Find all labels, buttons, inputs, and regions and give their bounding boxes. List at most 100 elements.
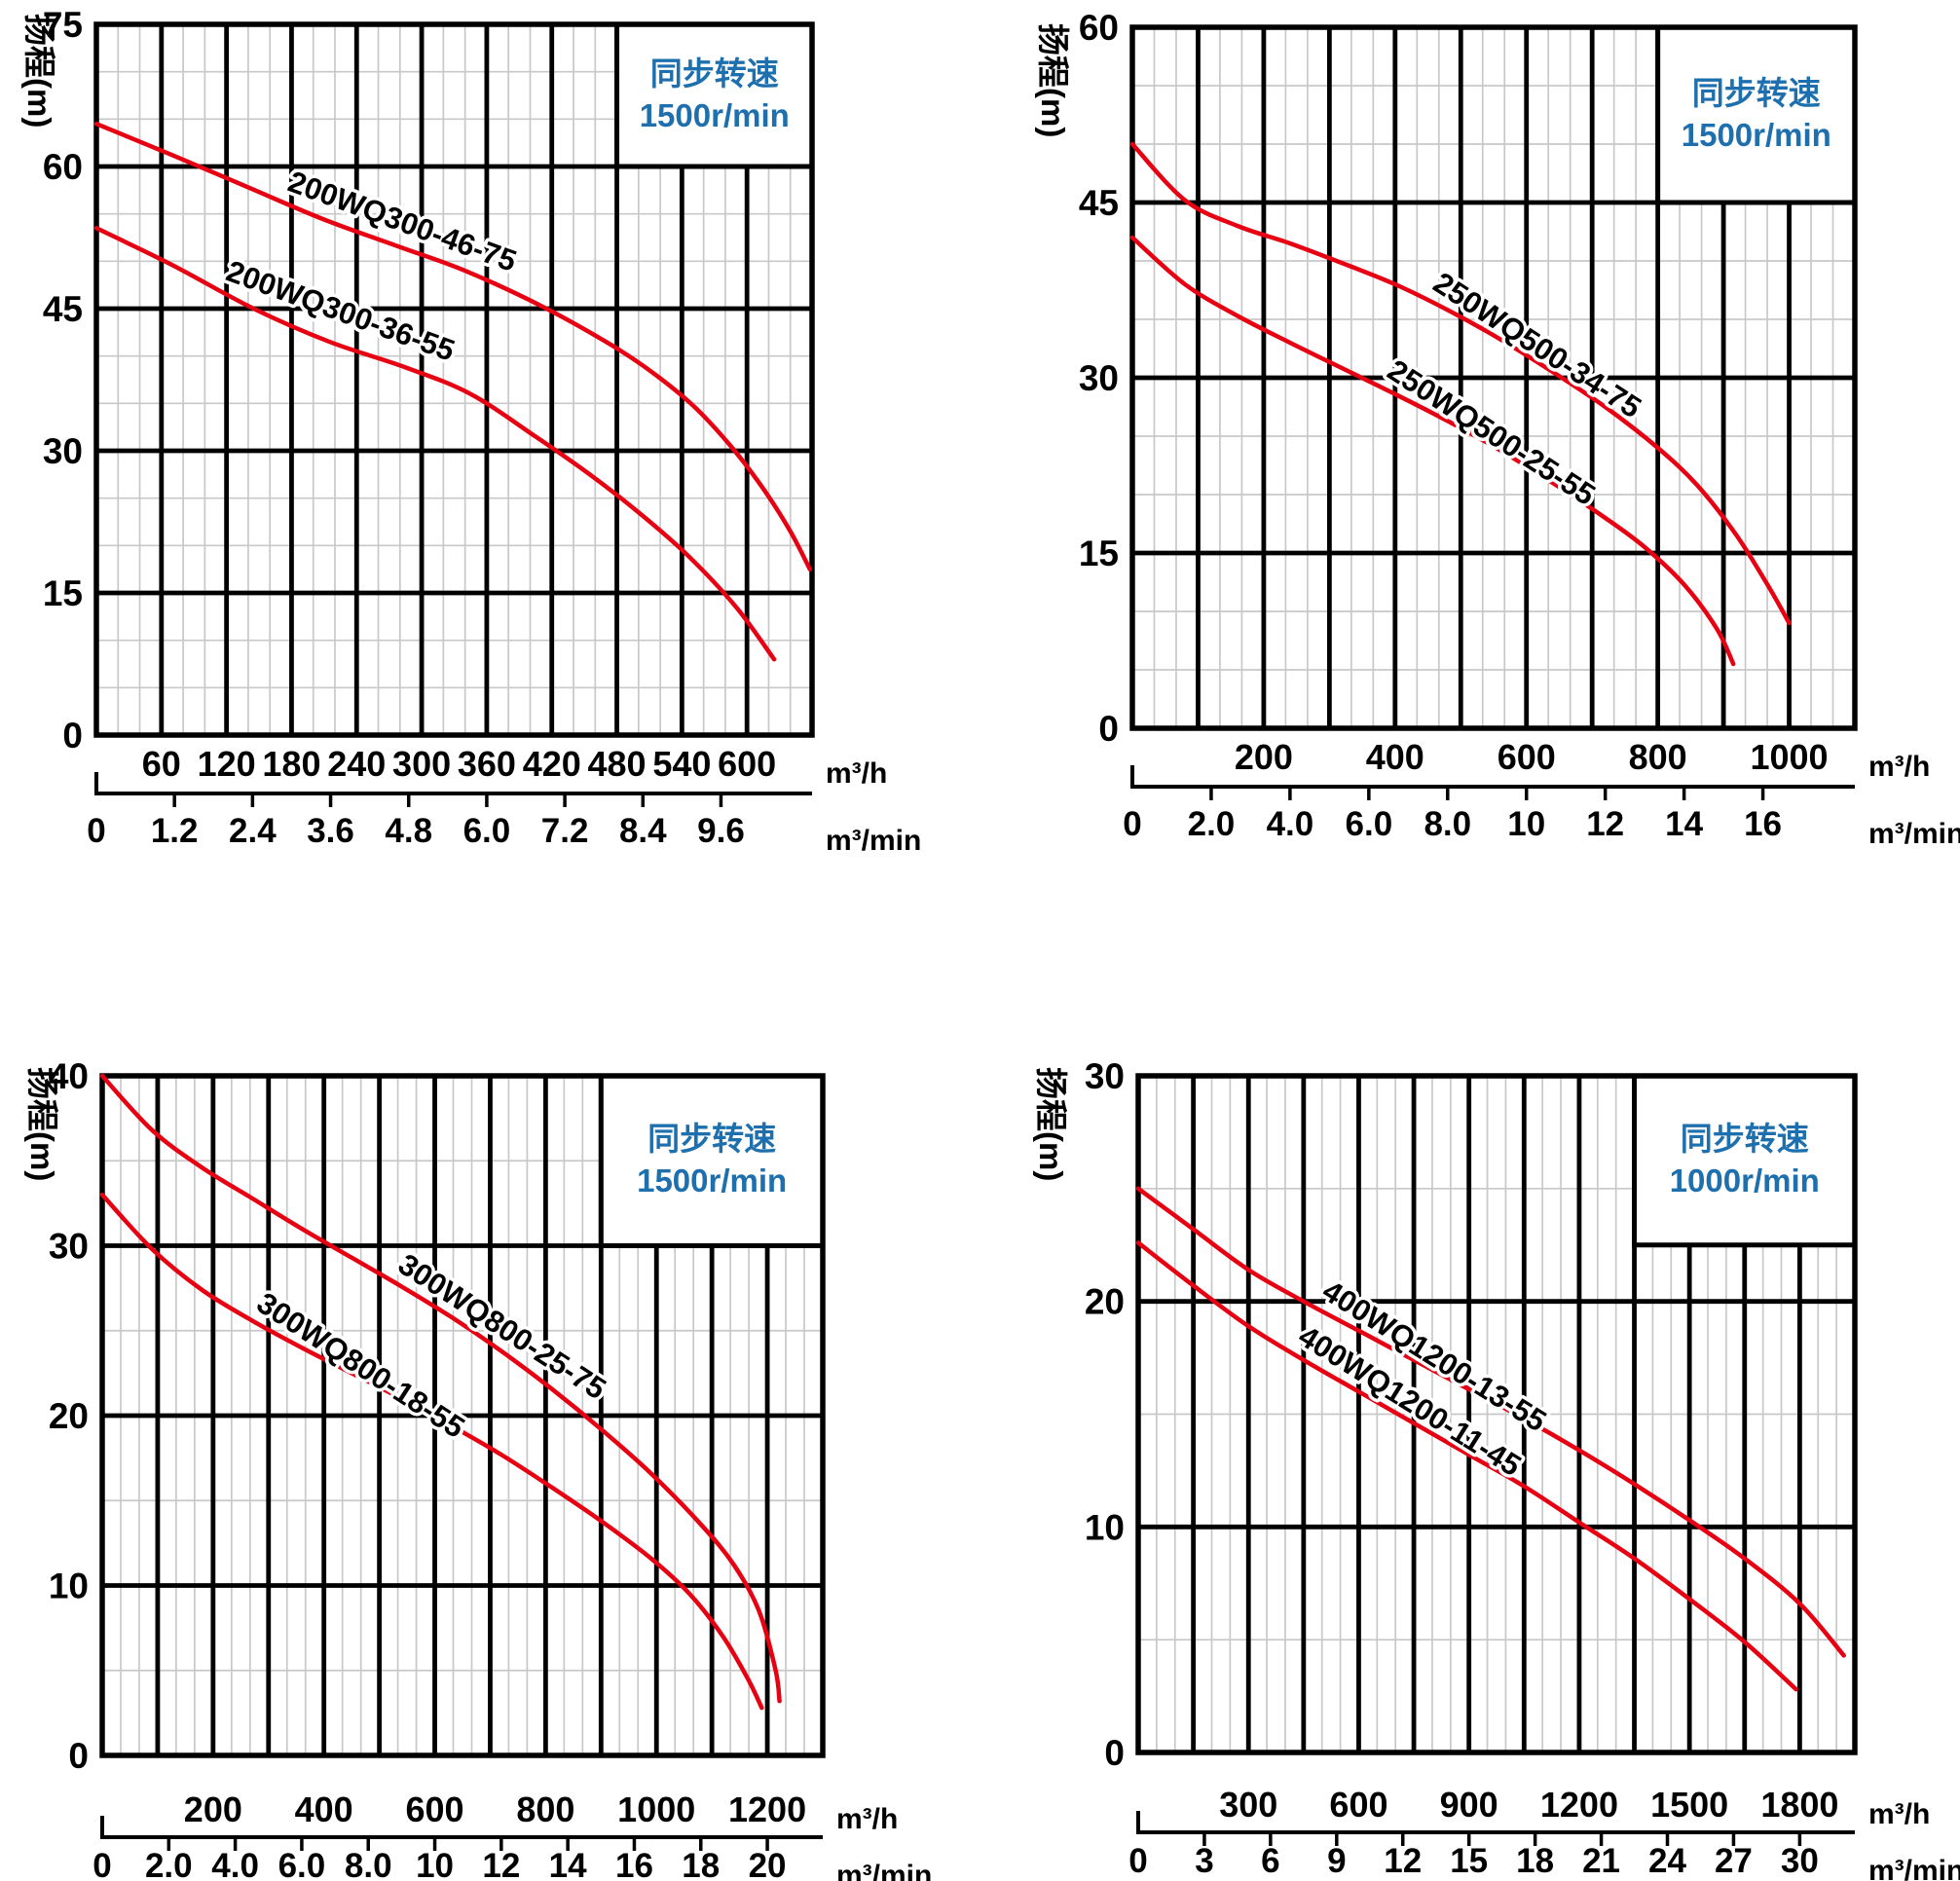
svg-text:1.2: 1.2 (151, 812, 199, 850)
svg-text:18: 18 (682, 1847, 720, 1881)
flow-unit-minute: m³/min (826, 825, 922, 857)
svg-text:15: 15 (1079, 534, 1119, 573)
curve-400WQ1200-11-45 (1135, 1240, 1798, 1692)
x-axis-ticks-m3h: 200 400 600 800 1000 1200 (184, 1789, 806, 1829)
svg-text:600: 600 (718, 744, 776, 784)
y-axis-ticks: 0 10 20 30 (1085, 1056, 1125, 1773)
svg-text:900: 900 (1440, 1785, 1498, 1825)
svg-text:600: 600 (1329, 1785, 1387, 1825)
svg-text:0: 0 (68, 1736, 89, 1776)
flow-unit-hour: m³/h (836, 1803, 899, 1835)
svg-text:360: 360 (458, 744, 516, 784)
svg-text:0: 0 (1104, 1733, 1125, 1773)
plot-border (93, 21, 815, 738)
x-axis-m3min: 0 3 6 9 12 15 18 21 24 27 30 (1128, 1811, 1855, 1880)
svg-text:0: 0 (1128, 1842, 1147, 1880)
y-axis-title: 扬程(m) (1035, 23, 1071, 138)
svg-text:800: 800 (516, 1789, 574, 1829)
curve-250WQ500-25-55 (1129, 235, 1736, 667)
svg-text:4.0: 4.0 (211, 1847, 259, 1881)
flow-unit-minute: m³/min (1868, 1855, 1960, 1881)
svg-text:0: 0 (92, 1847, 111, 1881)
svg-text:0: 0 (87, 812, 105, 850)
svg-text:16: 16 (615, 1847, 653, 1881)
svg-text:1800: 1800 (1760, 1785, 1838, 1825)
svg-text:20: 20 (749, 1847, 787, 1881)
svg-text:60: 60 (1079, 8, 1119, 48)
plot-border (1135, 1073, 1858, 1755)
curve-250WQ500-34-75 (1129, 141, 1792, 626)
svg-text:9: 9 (1327, 1842, 1346, 1880)
svg-text:3.6: 3.6 (307, 812, 354, 850)
svg-text:24: 24 (1648, 1842, 1686, 1880)
svg-text:400: 400 (295, 1789, 353, 1829)
x-axis-ticks-m3h: 60 120 180 240 300 360 420 480 540 600 (142, 744, 776, 784)
plot-border (99, 1073, 826, 1758)
svg-text:1200: 1200 (728, 1789, 806, 1829)
svg-text:30: 30 (49, 1227, 89, 1267)
plot-border (1129, 24, 1858, 731)
svg-text:60: 60 (142, 744, 181, 784)
svg-text:45: 45 (1079, 183, 1119, 223)
svg-text:400: 400 (1366, 737, 1424, 777)
svg-text:420: 420 (523, 744, 581, 784)
svg-text:0: 0 (1098, 709, 1119, 749)
flow-unit-minute: m³/min (1868, 818, 1960, 850)
svg-text:60: 60 (43, 147, 83, 187)
svg-text:6: 6 (1261, 1842, 1279, 1880)
svg-text:8.4: 8.4 (619, 812, 667, 850)
x-axis-m3min: 0 2.0 4.0 6.0 8.0 10 12 14 16 (1123, 765, 1855, 843)
svg-text:200: 200 (184, 1789, 242, 1829)
svg-text:300: 300 (392, 744, 451, 784)
svg-text:200: 200 (1235, 737, 1293, 777)
chart-top-left: 0 15 30 45 60 75 60 120 180 240 300 360 420 480 540 600… (43, 5, 815, 850)
svg-text:4.8: 4.8 (385, 812, 432, 850)
svg-text:9.6: 9.6 (697, 812, 745, 850)
x-axis-m3min: 0 1.2 2.4 3.6 4.8 6.0 7.2 8.4 9.6 (87, 772, 812, 850)
svg-text:12: 12 (482, 1847, 520, 1881)
svg-text:8.0: 8.0 (345, 1847, 392, 1881)
sync-speed-box (598, 1076, 823, 1248)
svg-text:540: 540 (652, 744, 711, 784)
svg-text:2.4: 2.4 (229, 812, 277, 850)
curve-200WQ300-46-75 (93, 121, 813, 572)
flow-unit-hour: m³/h (1868, 1798, 1931, 1830)
svg-text:27: 27 (1715, 1842, 1753, 1880)
svg-text:240: 240 (327, 744, 386, 784)
x-axis-ticks-m3h: 300 600 900 1200 1500 1800 (1219, 1785, 1838, 1825)
curve-300WQ800-18-55 (99, 1192, 764, 1711)
svg-text:2.0: 2.0 (1188, 805, 1236, 843)
svg-text:1000: 1000 (1750, 737, 1828, 777)
svg-text:1200: 1200 (1540, 1785, 1618, 1825)
svg-text:45: 45 (43, 289, 83, 329)
svg-text:10: 10 (1085, 1507, 1125, 1547)
flow-unit-hour: m³/h (826, 757, 888, 790)
svg-text:4.0: 4.0 (1267, 805, 1314, 843)
svg-text:10: 10 (1507, 805, 1545, 843)
y-axis-ticks: 0 15 30 45 60 75 (43, 5, 83, 756)
svg-text:480: 480 (588, 744, 647, 784)
flow-unit-hour: m³/h (1868, 751, 1931, 783)
svg-text:180: 180 (262, 744, 320, 784)
svg-text:18: 18 (1516, 1842, 1554, 1880)
y-axis-ticks: 0 15 30 45 60 (1079, 8, 1119, 749)
svg-text:6.0: 6.0 (463, 812, 511, 850)
svg-text:1500: 1500 (1650, 1785, 1728, 1825)
svg-text:20: 20 (1085, 1282, 1125, 1322)
svg-text:15: 15 (43, 573, 83, 613)
chart-bottom-left: 0 10 20 30 40 200 400 600 800 1000 1200 0 2.0 4.0 6.0 8… (49, 1056, 826, 1881)
svg-text:21: 21 (1582, 1842, 1620, 1880)
y-axis-title: 扬程(m) (24, 1067, 60, 1182)
svg-text:14: 14 (549, 1847, 587, 1881)
y-axis-ticks: 0 10 20 30 40 (49, 1056, 89, 1776)
x-axis-ticks-m3h: 200 400 600 800 1000 (1235, 737, 1829, 777)
flow-unit-minute: m³/min (836, 1860, 933, 1881)
svg-text:0: 0 (62, 716, 83, 756)
chart-top-right: 0 15 30 45 60 200 400 600 800 1000 0 2.0 4.0 6.0 8.0 10… (1079, 8, 1858, 843)
y-axis-title: 扬程(m) (21, 14, 57, 129)
svg-text:6.0: 6.0 (278, 1847, 326, 1881)
svg-text:7.2: 7.2 (541, 812, 589, 850)
chart-bottom-right: 0 10 20 30 300 600 900 1200 1500 1800 0 3 6 9 12 15 18 21… (1085, 1056, 1858, 1880)
svg-text:75: 75 (43, 5, 83, 45)
